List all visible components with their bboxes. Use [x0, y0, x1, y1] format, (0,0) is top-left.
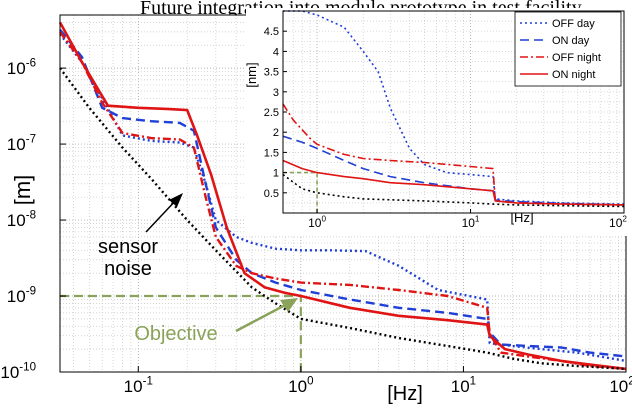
inset-series-line-2: [282, 103, 625, 206]
inset-chart: 100 101 102 0.5 1 1.5 2 2.5 3 3.5 4 4.5 [Hz] [nm] OFF …: [244, 8, 628, 236]
main-series-line-0: [59, 33, 627, 363]
main-series-line-3: [58, 21, 627, 371]
inset-y-axis-label: [nm]: [244, 62, 259, 87]
main-y-axis-label: [m]: [10, 175, 35, 206]
main-x-tick-label: 100: [288, 375, 313, 396]
main-series-line-1: [59, 28, 627, 358]
inset-y-tick-label: 0.5: [264, 188, 279, 200]
sensor-noise-label-line2: noise: [104, 258, 152, 280]
main-y-tick-label: 10-6: [7, 57, 36, 78]
sensor-noise-label-line1: sensor: [98, 236, 158, 258]
sensor-noise-arrow-head: [169, 193, 183, 207]
objective-arrow-head: [280, 298, 298, 312]
inset-x-tick-label: 100: [308, 215, 326, 230]
inset-legend-label-3: ON night: [552, 69, 595, 81]
main-x-axis-label: [Hz]: [387, 383, 423, 405]
main-y-tick-label: 10-9: [7, 285, 36, 306]
inset-series-line-3: [282, 159, 625, 206]
inset-series-line-4: [282, 173, 625, 208]
inset-y-tick-label: 4.5: [264, 26, 279, 38]
inset-x-tick-label: 101: [462, 215, 480, 230]
inset-legend-label-0: OFF day: [552, 18, 595, 30]
main-y-tick-label: 10-10: [0, 361, 36, 382]
inset-series-line-1: [282, 135, 625, 206]
main-y-tick-label: 10-8: [7, 209, 36, 230]
inset-y-tick-label: 3: [273, 87, 279, 99]
inset-y-tick-label: 4: [273, 46, 279, 58]
main-y-tick-label: 10-7: [7, 133, 36, 154]
sensor-noise-arrow-shaft: [145, 197, 179, 233]
inset-legend-label-2: OFF night: [552, 52, 601, 64]
inset-x-tick-label: 102: [609, 215, 627, 230]
inset-y-tick-label: 1.5: [264, 147, 279, 159]
main-x-tick-label: 101: [451, 375, 476, 396]
inset-y-tick-label: 2: [273, 127, 279, 139]
main-x-tick-label: 10-1: [124, 375, 153, 396]
inset-legend: OFF day ON day OFF night ON night: [514, 11, 622, 87]
objective-label: Objective: [134, 323, 217, 345]
main-x-tick-label: 102: [609, 375, 632, 396]
inset-y-tick-label: 3.5: [264, 67, 279, 79]
inset-y-tick-label: 1: [273, 168, 279, 180]
inset-y-tick-label: 2.5: [264, 107, 279, 119]
inset-x-axis-label: [Hz]: [510, 210, 533, 225]
objective-arrow-shaft: [235, 301, 290, 333]
inset-legend-label-1: ON day: [552, 35, 590, 47]
